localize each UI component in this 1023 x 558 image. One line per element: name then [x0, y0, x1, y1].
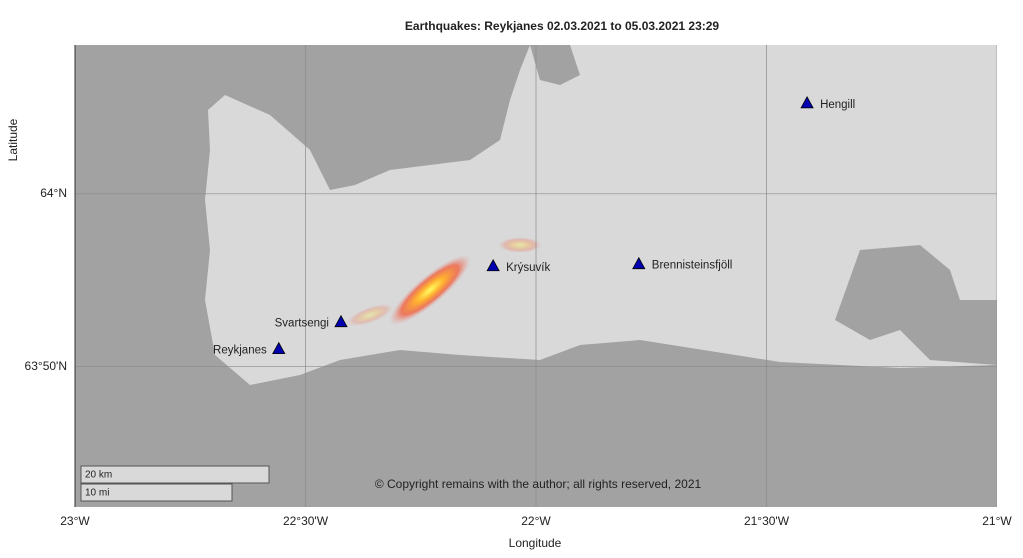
- y-tick-label: 63°50'N: [25, 359, 67, 373]
- station-marker: [334, 314, 348, 328]
- station-label: Krýsuvík: [506, 262, 550, 274]
- grid: [75, 45, 997, 507]
- scale-label: 10 mi: [85, 488, 109, 499]
- station-marker: [632, 256, 646, 270]
- x-tick-label: 21°W: [982, 514, 1012, 528]
- station-marker: [272, 341, 286, 355]
- heat-spot: [346, 303, 394, 327]
- map-area: [75, 45, 997, 507]
- scale-label: 20 km: [85, 470, 112, 481]
- station-label: Brennisteinsfjöll: [652, 260, 733, 272]
- station-marker: [800, 96, 814, 109]
- heat-spot: [498, 237, 542, 253]
- x-tick-label: 22°30'W: [283, 514, 329, 528]
- y-axis-label: Latitude: [6, 118, 20, 161]
- bay: [530, 45, 580, 85]
- copyright: © Copyright remains with the author; all…: [375, 477, 702, 491]
- station-label: Reykjanes: [213, 345, 267, 357]
- estuary: [835, 245, 997, 365]
- station-marker: [486, 258, 500, 272]
- station-label: Hengill: [820, 99, 855, 111]
- station-label: Svartsengi: [275, 318, 329, 330]
- x-tick-label: 22°W: [521, 514, 551, 528]
- scale-bar: [80, 483, 233, 502]
- x-axis-label: Longitude: [509, 536, 562, 550]
- chart-title: Earthquakes: Reykjanes 02.03.2021 to 05.…: [405, 19, 720, 33]
- heat-spot: [389, 254, 471, 326]
- y-tick-label: 64°N: [40, 186, 67, 200]
- x-tick-label: 23°W: [60, 514, 90, 528]
- scale-bar: [80, 465, 270, 484]
- x-tick-label: 21°30'W: [744, 514, 790, 528]
